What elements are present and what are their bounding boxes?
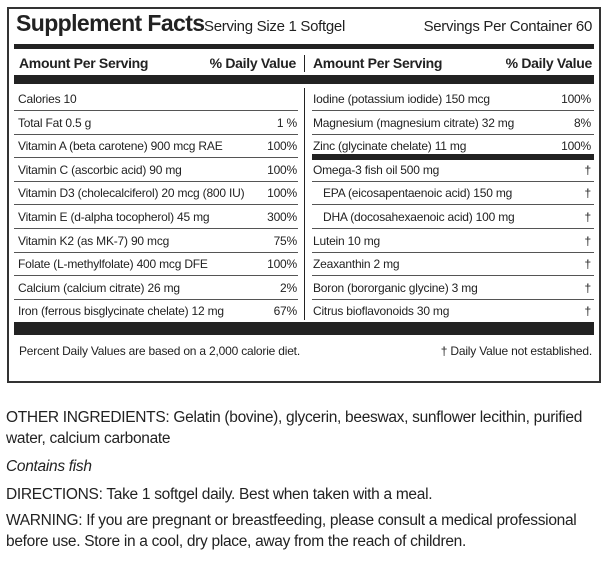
daily-value: 100% xyxy=(561,139,591,154)
daily-value: 100% xyxy=(267,162,297,177)
servings-per-container: Servings Per Container 60 xyxy=(423,18,593,35)
nutrient-name: Lutein 10 mg xyxy=(313,233,380,248)
row-line xyxy=(14,110,298,111)
daily-value: 100% xyxy=(267,257,297,272)
nutrient-name: Omega-3 fish oil 500 mg xyxy=(313,162,440,177)
daily-value: 2% xyxy=(280,280,297,295)
nutrient-name: Total Fat 0.5 g xyxy=(18,115,92,130)
nutrient-name: Vitamin D3 (cholecalciferol) 20 mcg (800… xyxy=(18,186,245,201)
warning: WARNING: If you are pregnant or breastfe… xyxy=(6,512,577,550)
allergen: Contains fish xyxy=(6,458,92,475)
column-header: % Daily Value xyxy=(505,55,593,71)
daily-value: † xyxy=(584,162,592,177)
rule xyxy=(14,75,594,84)
daily-value: 100% xyxy=(561,92,591,106)
footnote: † Daily Value not established. xyxy=(440,344,592,358)
row-line xyxy=(14,133,298,135)
nutrient-name: Boron (bororganic glycine) 3 mg xyxy=(313,280,478,295)
row-line xyxy=(312,298,594,300)
nutrient-name: EPA (eicosapentaenoic acid) 150 mg xyxy=(323,186,513,201)
footnote: Percent Daily Values are based on a 2,00… xyxy=(19,344,300,358)
facts-panel xyxy=(7,7,601,383)
daily-value: † xyxy=(584,210,592,224)
row-line xyxy=(312,228,594,229)
nutrient-name: Vitamin E (d-alpha tocopherol) 45 mg xyxy=(18,210,210,224)
row-line xyxy=(14,298,298,300)
column-header: Amount Per Serving xyxy=(313,55,443,71)
row-line xyxy=(312,180,594,182)
nutrient-name: Citrus bioflavonoids 30 mg xyxy=(313,304,450,319)
nutrient-name: Magnesium (magnesium citrate) 32 mg xyxy=(313,115,515,130)
row-line xyxy=(14,275,298,277)
rule xyxy=(14,322,594,335)
row-line xyxy=(312,204,594,206)
daily-value: † xyxy=(584,304,592,319)
row-line xyxy=(14,180,298,182)
row-line xyxy=(14,157,298,159)
nutrient-name: Vitamin K2 (as MK-7) 90 mcg xyxy=(18,233,170,248)
daily-value: † xyxy=(584,186,592,201)
daily-value: 75% xyxy=(273,233,298,248)
daily-value: † xyxy=(584,280,592,295)
daily-value: 100% xyxy=(267,186,297,201)
divider xyxy=(304,88,305,320)
daily-value: † xyxy=(584,257,592,272)
directions: DIRECTIONS: Take 1 softgel daily. Best w… xyxy=(6,486,433,503)
row-line xyxy=(14,228,298,229)
nutrient-name: Calcium (calcium citrate) 26 mg xyxy=(18,280,180,295)
daily-value: 1 % xyxy=(276,115,297,130)
row-line xyxy=(312,251,594,253)
nutrient-name: Zinc (glycinate chelate) 11 mg xyxy=(313,139,467,154)
row-line xyxy=(312,275,594,277)
nutrient-name: Zeaxanthin 2 mg xyxy=(313,257,400,272)
row-line xyxy=(14,204,298,206)
column-header: Amount Per Serving xyxy=(19,55,149,71)
nutrient-name: Iron (ferrous bisglycinate chelate) 12 m… xyxy=(18,304,224,319)
row-line xyxy=(312,110,594,111)
column-header: % Daily Value xyxy=(209,55,297,71)
nutrient-name: Calories 10 xyxy=(18,92,77,106)
daily-value: 100% xyxy=(267,139,297,154)
rule xyxy=(312,154,594,160)
row-line xyxy=(312,133,594,135)
nutrient-name: Iodine (potassium iodide) 150 mcg xyxy=(313,92,490,106)
daily-value: 300% xyxy=(267,210,297,224)
other-ingredients: OTHER INGREDIENTS: Gelatin (bovine), gly… xyxy=(6,409,583,447)
row-line xyxy=(14,251,298,253)
daily-value: 8% xyxy=(574,115,591,130)
rule xyxy=(14,44,594,49)
nutrient-name: Vitamin C (ascorbic acid) 90 mg xyxy=(18,162,182,177)
title: Supplement Facts xyxy=(16,10,205,36)
divider xyxy=(304,55,305,72)
daily-value: 67% xyxy=(273,304,298,319)
daily-value: † xyxy=(584,233,592,248)
nutrient-name: Vitamin A (beta carotene) 900 mcg RAE xyxy=(18,139,223,154)
nutrient-name: Folate (L-methylfolate) 400 mcg DFE xyxy=(18,257,208,272)
nutrient-name: DHA (docosahexaenoic acid) 100 mg xyxy=(323,210,515,224)
serving-size: Serving Size 1 Softgel xyxy=(204,18,345,35)
